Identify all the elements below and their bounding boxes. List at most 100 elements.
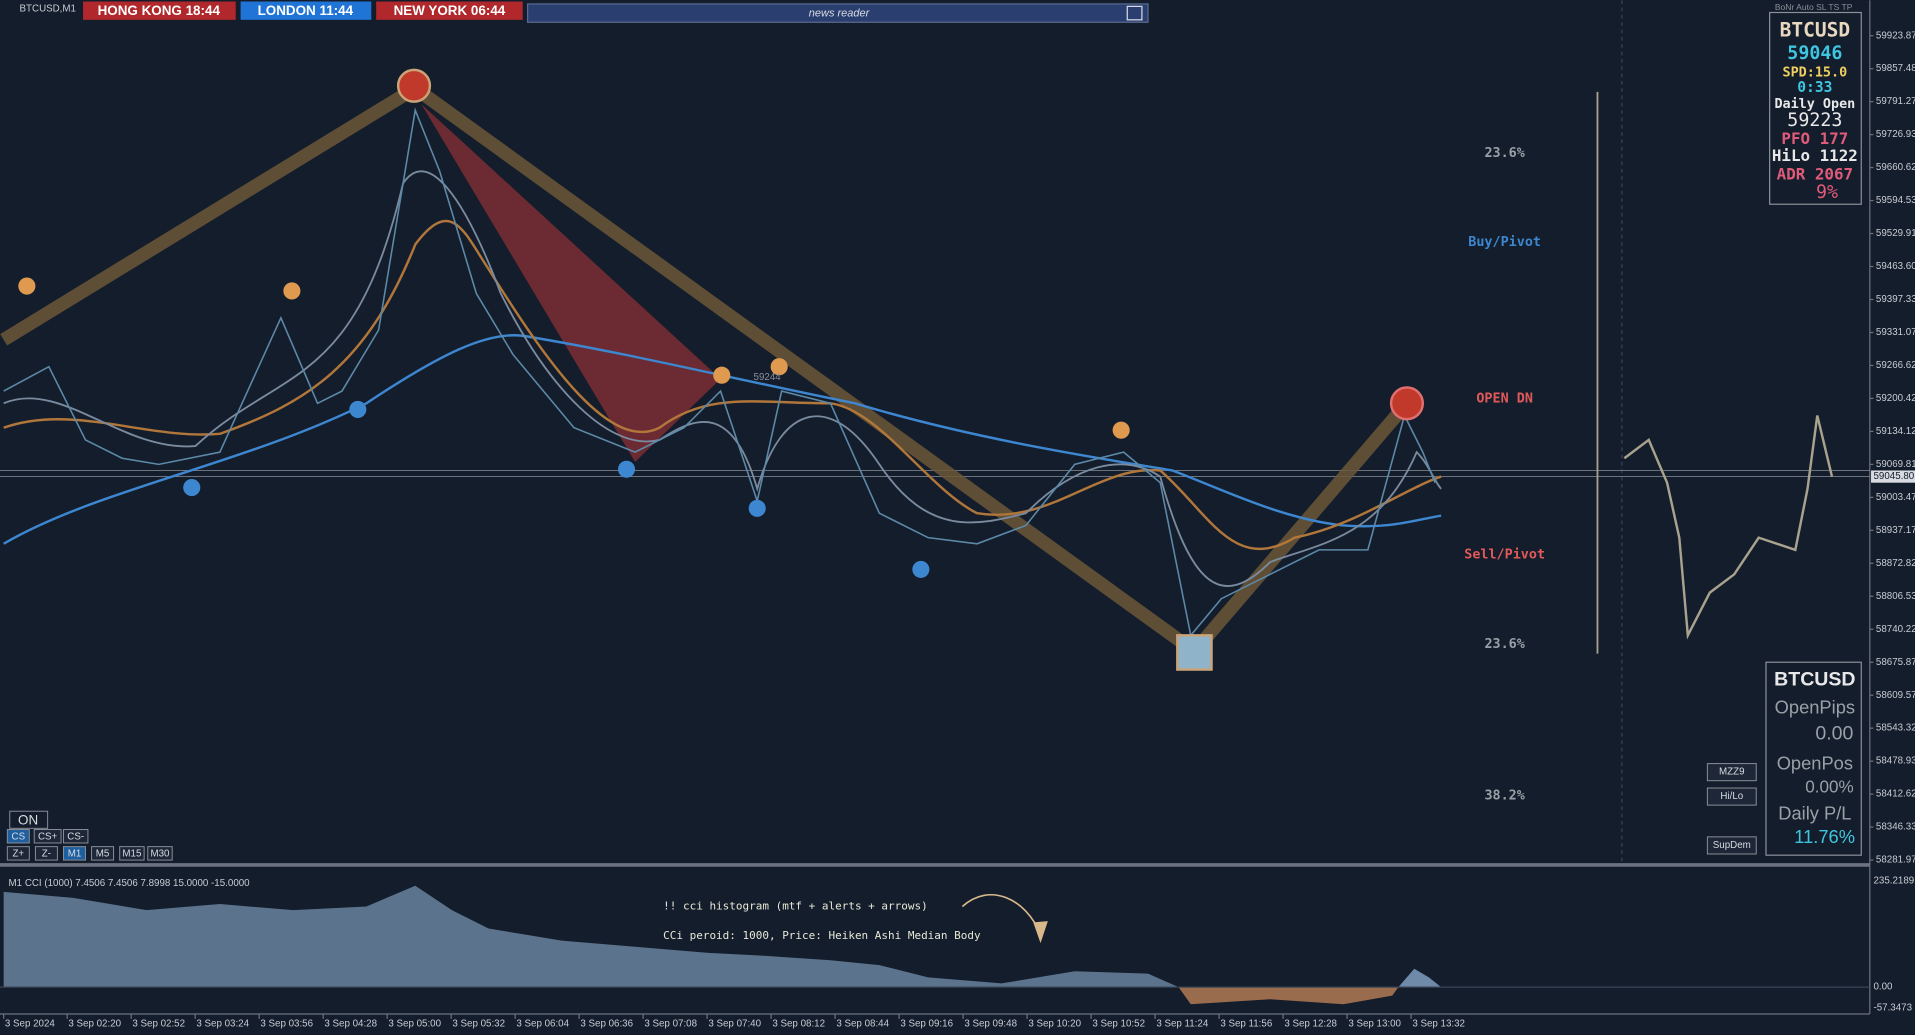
sell-signal-top	[396, 68, 432, 103]
swing-high	[770, 358, 788, 376]
ma-fast	[3, 170, 1442, 587]
swing-low	[748, 499, 766, 517]
panel-hilo: HiLo 1122	[1772, 146, 1858, 165]
on-button[interactable]	[9, 810, 49, 829]
ma-slow	[3, 334, 1442, 545]
note-arrowhead	[1033, 921, 1048, 944]
price-axis-label: 59069.81	[1876, 459, 1915, 470]
pl-open-pos: 0.00%	[1805, 778, 1853, 797]
time-axis-label: 3 Sep 09:16	[900, 1018, 953, 1029]
price-axis-label: 58281.97	[1876, 855, 1915, 866]
on-button-label: ON	[18, 813, 38, 828]
time-axis-label: 3 Sep 06:36	[580, 1018, 633, 1029]
time-axis-label: 3 Sep 2024	[5, 1018, 56, 1029]
ma-medium	[3, 219, 1442, 551]
cs-button-label: CS+	[38, 831, 58, 842]
time-axis-label: 3 Sep 02:52	[132, 1018, 185, 1029]
time-axis-label: 3 Sep 11:24	[1156, 1018, 1209, 1029]
indicator-axis-label: -57.3473	[1873, 1002, 1912, 1013]
panel-daily-open: 59223	[1787, 110, 1842, 131]
expert-label: BoNr Auto SL TS TP	[1775, 2, 1853, 12]
price-axis-label: 59857.48	[1876, 63, 1915, 74]
sell-signal-right	[1389, 386, 1425, 421]
price-axis-label: 58478.93	[1876, 756, 1915, 767]
time-axis-label: 3 Sep 11:56	[1220, 1018, 1272, 1029]
price-axis-label: 58675.87	[1876, 657, 1915, 668]
close-button[interactable]	[1126, 5, 1143, 21]
side-button[interactable]	[1706, 763, 1757, 782]
fib-label: 23.6%	[1484, 146, 1524, 161]
panel-pfo: PFO 177	[1781, 129, 1848, 148]
time-axis-label: 3 Sep 08:12	[772, 1018, 825, 1029]
swing-low	[349, 400, 367, 418]
tf-button[interactable]	[119, 846, 145, 861]
time-axis-label: 3 Sep 05:00	[388, 1018, 441, 1029]
price-axis-label: 59331.07	[1876, 327, 1915, 338]
cs-button[interactable]	[63, 829, 89, 844]
time-axis-label: 3 Sep 12:28	[1284, 1018, 1337, 1029]
clock-text: HONG KONG 18:44	[98, 3, 221, 18]
swing-low	[183, 479, 201, 497]
cci-histogram-negative	[1178, 987, 1399, 1005]
indicator-header: M1 CCI (1000) 7.4506 7.4506 7.8998 15.00…	[9, 878, 251, 889]
clock-text: LONDON 11:44	[258, 3, 354, 18]
time-axis-label: 3 Sep 07:08	[644, 1018, 697, 1029]
price-axis-label: 59923.87	[1876, 30, 1915, 41]
pl-label: OpenPips	[1775, 696, 1855, 717]
price-axis-label: 58872.82	[1876, 558, 1915, 569]
pl-daily: 11.76%	[1794, 826, 1855, 847]
tf-button-label: M5	[96, 849, 110, 860]
side-button[interactable]	[1706, 836, 1757, 855]
swing-low	[912, 560, 930, 578]
generated: 59923.87 59857.48 59791.27 59726.93 59660.62…	[3, 30, 1915, 1029]
tf-button-label: M15	[122, 849, 142, 860]
time-axis-label: 3 Sep 03:24	[196, 1018, 249, 1029]
price-axis-label: 58543.32	[1876, 723, 1915, 734]
time-axis-label: 3 Sep 13:32	[1412, 1018, 1465, 1029]
price-axis-label: 59660.62	[1876, 162, 1915, 173]
time-axis-label: 3 Sep 10:20	[1028, 1018, 1081, 1029]
tf-button-label: M30	[150, 849, 170, 860]
pivot-label: Buy/Pivot	[1468, 234, 1541, 250]
price-marker: 59244	[754, 372, 782, 383]
tf-button[interactable]	[91, 846, 115, 861]
panel-symbol: BTCUSD	[1780, 18, 1851, 41]
time-axis-label: 3 Sep 02:20	[68, 1018, 121, 1029]
cs-button[interactable]	[6, 829, 30, 844]
panel-bid: 59046	[1787, 43, 1842, 64]
cs-button-label: CS-	[67, 831, 84, 842]
pl-open-pips: 0.00	[1815, 722, 1853, 744]
price-axis-label: 59266.62	[1876, 360, 1915, 371]
price-axis-label: 59594.53	[1876, 195, 1915, 206]
price-axis-label: 59397.33	[1876, 294, 1915, 305]
clock-hk	[83, 1, 236, 20]
side-button-label: SupDem	[1713, 840, 1751, 851]
tf-button[interactable]	[34, 846, 58, 861]
price-axis-label: 58609.57	[1876, 690, 1915, 701]
cs-button[interactable]	[33, 829, 62, 844]
time-axis-label: 3 Sep 08:44	[836, 1018, 889, 1029]
clock-text: NEW YORK 06:44	[394, 3, 506, 18]
symbol-label: BTCUSD,M1	[20, 3, 76, 14]
news-reader-title: news reader	[809, 8, 871, 20]
price-axis-label: 58346.33	[1876, 822, 1915, 833]
pl-panel	[1765, 661, 1862, 856]
tf-button[interactable]	[63, 846, 86, 861]
pl-symbol: BTCUSD	[1774, 669, 1855, 691]
swing-high	[1112, 421, 1130, 439]
cci-histogram-positive	[1398, 968, 1442, 988]
side-button[interactable]	[1706, 787, 1757, 806]
time-axis-label: 3 Sep 05:32	[452, 1018, 505, 1029]
swing-low	[617, 460, 636, 478]
news-reader-bar[interactable]	[526, 3, 1149, 23]
side-button-label: MZZ9	[1719, 767, 1745, 778]
time-axis-label: 3 Sep 03:56	[260, 1018, 313, 1029]
panel-timer: 0:33	[1797, 79, 1832, 96]
tf-button[interactable]	[147, 846, 173, 861]
current-price-tag	[1871, 470, 1915, 483]
swing-high	[713, 366, 731, 384]
time-axis-label: 3 Sep 10:52	[1092, 1018, 1145, 1029]
pattern-triangle	[421, 104, 721, 462]
tf-button[interactable]	[6, 846, 30, 861]
